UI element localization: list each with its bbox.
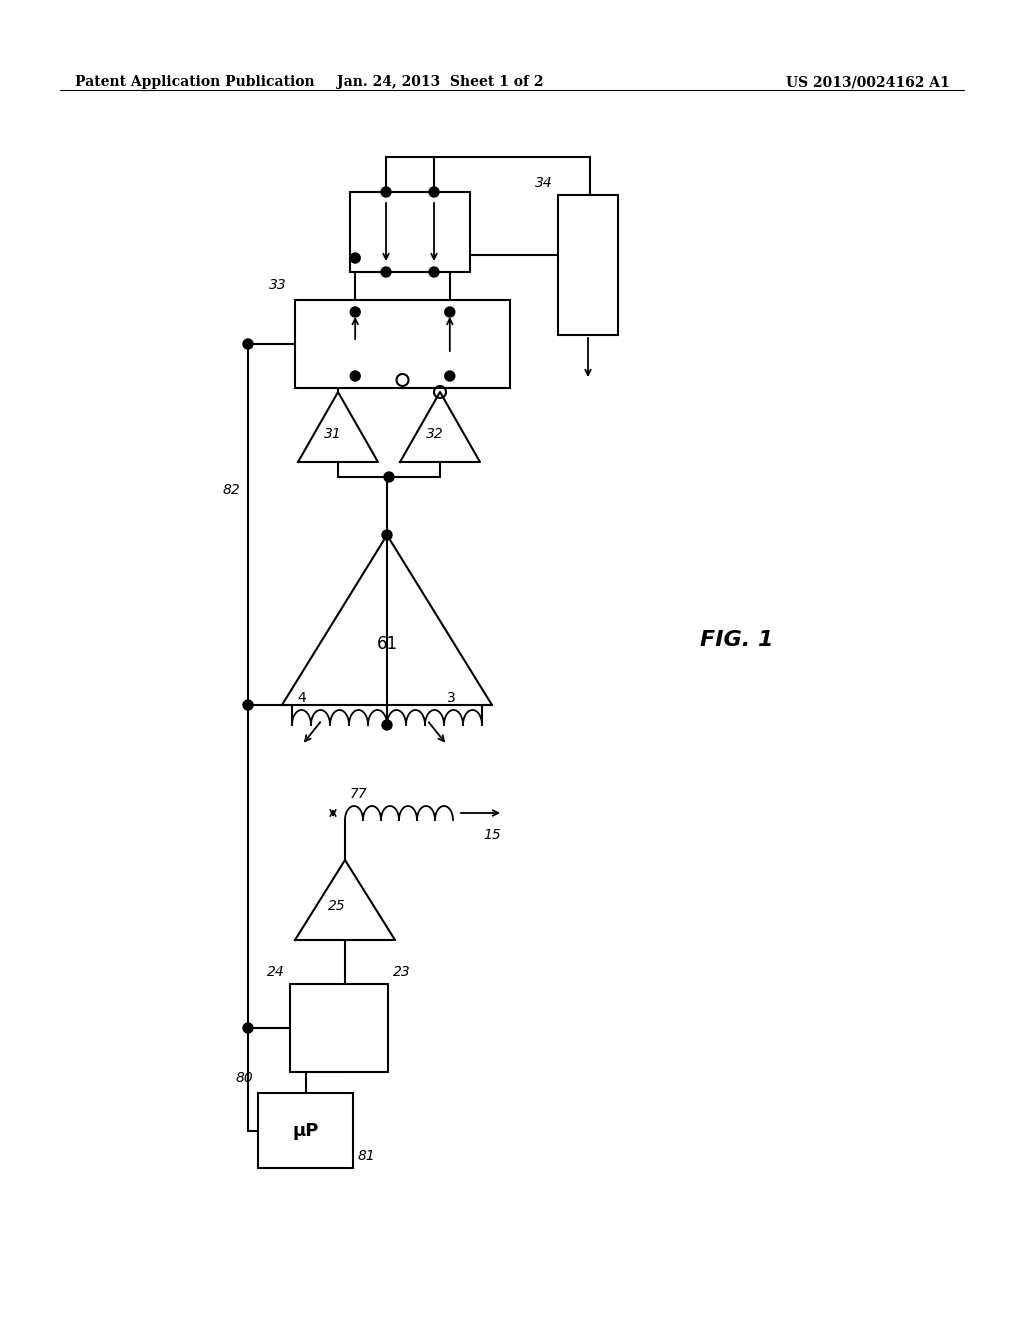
Text: FIG. 1: FIG. 1 [700,630,773,649]
Circle shape [381,267,391,277]
Text: 80: 80 [236,1071,253,1085]
Text: 61: 61 [377,635,397,653]
Circle shape [382,531,392,540]
Text: 77: 77 [350,787,368,801]
Text: 34: 34 [536,176,553,190]
Bar [558,195,618,335]
Text: 82: 82 [222,483,240,498]
Text: Jan. 24, 2013  Sheet 1 of 2: Jan. 24, 2013 Sheet 1 of 2 [337,75,544,88]
Text: US 2013/0024162 A1: US 2013/0024162 A1 [786,75,950,88]
Bar [295,300,510,388]
Bar [258,1093,353,1168]
Circle shape [350,371,360,381]
Circle shape [243,339,253,348]
Text: 15: 15 [483,828,501,842]
Text: 31: 31 [325,426,342,441]
Bar [290,983,388,1072]
Text: 3: 3 [447,690,456,705]
Circle shape [350,308,360,317]
Circle shape [429,187,439,197]
Text: 25: 25 [328,899,346,913]
Text: 33: 33 [269,279,287,292]
Circle shape [384,473,394,482]
Circle shape [381,187,391,197]
Circle shape [243,700,253,710]
Circle shape [350,253,360,263]
Text: 32: 32 [426,426,443,441]
Bar [350,191,470,272]
Text: 23: 23 [393,965,411,979]
Text: 4: 4 [297,690,306,705]
Circle shape [429,267,439,277]
Circle shape [382,719,392,730]
Text: 24: 24 [267,965,285,979]
Circle shape [243,1023,253,1034]
Text: µP: µP [292,1122,318,1139]
Text: 81: 81 [358,1148,376,1163]
Circle shape [444,371,455,381]
Text: Patent Application Publication: Patent Application Publication [75,75,314,88]
Circle shape [444,308,455,317]
